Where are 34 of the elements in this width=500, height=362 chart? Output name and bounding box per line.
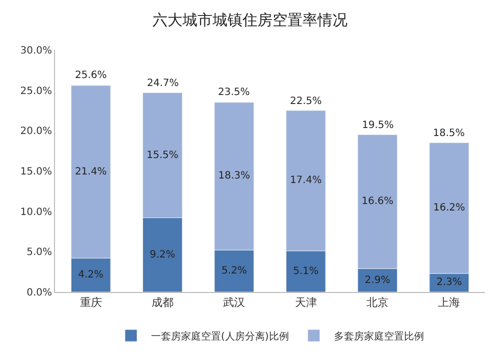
total-label: 19.5% <box>362 120 394 131</box>
total-label: 23.5% <box>218 87 250 98</box>
data-label: 5.1% <box>293 266 319 277</box>
x-tick-label: 武汉 <box>223 296 246 310</box>
legend-label: 多套房家庭空置比例 <box>334 330 424 342</box>
y-tick-label: 5.0% <box>26 247 52 258</box>
y-tick-label: 30.0% <box>20 46 52 56</box>
x-tick-label: 北京 <box>366 296 388 310</box>
data-label: 18.3% <box>218 170 250 182</box>
data-label: 21.4% <box>74 166 107 178</box>
data-label: 15.5% <box>146 150 178 161</box>
total-label: 18.5% <box>433 128 465 139</box>
data-label: 2.9% <box>364 274 390 286</box>
total-label: 24.7% <box>147 78 179 89</box>
y-tick-label: 10.0% <box>20 206 52 218</box>
x-tick-label: 天津 <box>294 296 317 310</box>
chart-title: 六大城市城镇住房空置率情况 <box>152 10 348 29</box>
y-tick-label: 25.0% <box>20 86 52 97</box>
data-label: 17.4% <box>290 175 322 186</box>
data-label: 16.6% <box>362 196 394 208</box>
y-tick-label: 15.0% <box>20 166 52 178</box>
legend-label: 一套房家庭空置(人房分离)比例 <box>151 330 289 342</box>
x-tick-label: 成都 <box>152 296 174 310</box>
x-tick-label: 重庆 <box>80 296 102 310</box>
x-tick-label: 上海 <box>438 296 460 310</box>
total-label: 22.5% <box>290 96 322 107</box>
y-tick-label: 0.0% <box>26 288 52 298</box>
y-tick-label: 20.0% <box>20 126 52 138</box>
data-label: 4.2% <box>78 270 104 281</box>
total-label: 25.6% <box>75 70 107 81</box>
data-label: 5.2% <box>221 266 247 277</box>
data-label: 2.3% <box>436 277 462 288</box>
data-label: 16.2% <box>433 202 466 214</box>
data-label: 9.2% <box>150 249 176 260</box>
